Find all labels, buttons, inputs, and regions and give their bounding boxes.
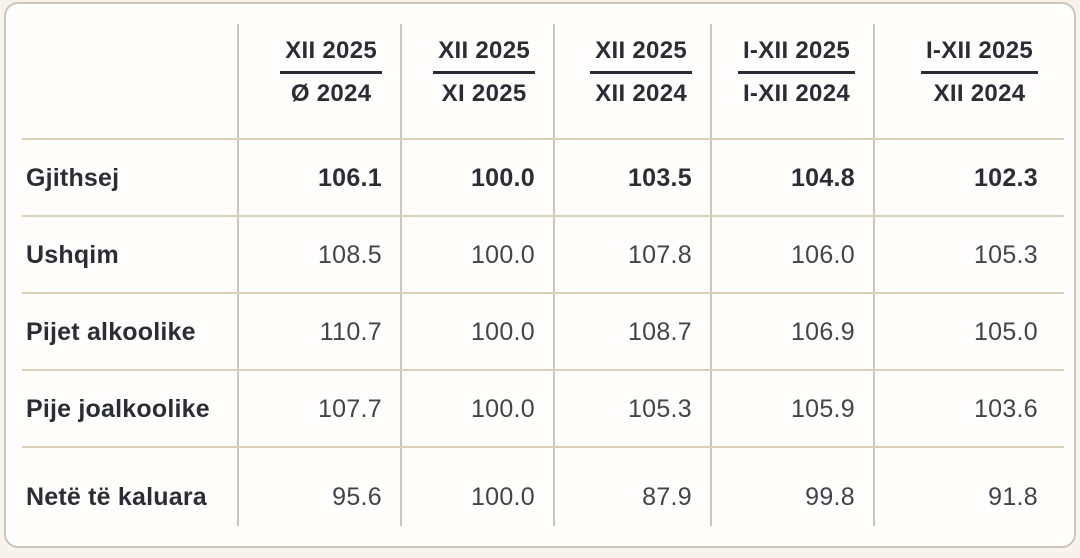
fraction-denominator: Ø 2024	[290, 79, 372, 107]
table-row-ushqim: Ushqim 108.5 100.0 107.8 106.0 105.3	[6, 217, 1074, 294]
index-table-card: XII 2025 Ø 2024 XII 2025 XI 2025 XII 202…	[4, 2, 1076, 548]
fraction-denominator: I-XII 2024	[742, 79, 850, 107]
period-fraction: XII 2025 Ø 2024	[280, 38, 382, 107]
value-cell: 100.0	[470, 318, 535, 346]
value-cell: 105.0	[973, 318, 1038, 346]
header-ratio-xii2025-avg2024: XII 2025 Ø 2024	[237, 38, 400, 107]
period-fraction: XII 2025 XI 2025	[433, 38, 535, 107]
fraction-numerator: XII 2025	[433, 38, 535, 74]
value-cell: 106.1	[317, 164, 382, 192]
column-divider	[400, 24, 402, 526]
row-label: Ushqim	[26, 241, 119, 269]
value-cell: 103.5	[627, 164, 692, 192]
value-cell: 106.0	[790, 241, 855, 269]
fraction-numerator: XII 2025	[590, 38, 692, 74]
column-divider	[237, 24, 239, 526]
value-cell: 100.0	[470, 164, 535, 192]
value-cell: 104.8	[790, 164, 855, 192]
value-cell: 107.8	[627, 241, 692, 269]
value-cell: 108.7	[627, 318, 692, 346]
fraction-numerator: XII 2025	[280, 38, 382, 74]
fraction-numerator: I-XII 2025	[737, 38, 855, 74]
fraction-denominator: XII 2024	[933, 79, 1026, 107]
value-cell: 110.7	[319, 318, 382, 346]
value-cell: 105.3	[627, 395, 692, 423]
header-ratio-ixii2025-ixii2024: I-XII 2025 I-XII 2024	[710, 38, 873, 107]
value-cell: 103.6	[973, 395, 1038, 423]
column-divider	[710, 24, 712, 526]
value-cell: 100.0	[470, 241, 535, 269]
value-cell: 105.3	[973, 241, 1038, 269]
table-row-gjithsej: Gjithsej 106.1 100.0 103.5 104.8 102.3	[6, 140, 1074, 217]
value-cell: 102.3	[973, 164, 1038, 192]
value-cell: 95.6	[332, 482, 382, 511]
value-cell: 99.8	[805, 482, 855, 511]
column-divider	[873, 24, 875, 526]
value-cell: 105.9	[790, 395, 855, 423]
column-divider	[553, 24, 555, 526]
header-ratio-xii2025-xi2025: XII 2025 XI 2025	[400, 38, 553, 107]
value-cell: 100.0	[470, 395, 535, 423]
header-ratio-ixii2025-xii2024: I-XII 2025 XII 2024	[873, 38, 1074, 107]
table-header-row: XII 2025 Ø 2024 XII 2025 XI 2025 XII 202…	[6, 4, 1074, 140]
value-cell: 100.0	[470, 482, 535, 511]
value-cell: 108.5	[317, 241, 382, 269]
fraction-denominator: XI 2025	[441, 79, 527, 107]
row-label: Netë të kaluara	[26, 482, 207, 511]
fraction-numerator: I-XII 2025	[920, 38, 1038, 74]
row-label: Pije joalkoolike	[26, 395, 210, 423]
fraction-denominator: XII 2024	[595, 79, 687, 107]
header-ratio-xii2025-xii2024: XII 2025 XII 2024	[553, 38, 710, 107]
period-fraction: I-XII 2025 I-XII 2024	[737, 38, 855, 107]
row-label: Gjithsej	[26, 164, 120, 192]
period-fraction: XII 2025 XII 2024	[590, 38, 692, 107]
table-row-pije-joalkoolike: Pije joalkoolike 107.7 100.0 105.3 105.9…	[6, 371, 1074, 448]
table-row-nete-te-kaluara: Netë të kaluara 95.6 100.0 87.9 99.8 91.…	[6, 448, 1074, 546]
value-cell: 91.8	[988, 482, 1038, 511]
value-cell: 107.7	[317, 395, 382, 423]
period-fraction: I-XII 2025 XII 2024	[920, 38, 1038, 107]
value-cell: 106.9	[790, 318, 855, 346]
row-label: Pijet alkoolike	[26, 318, 196, 346]
value-cell: 87.9	[642, 482, 692, 511]
table-row-pijet-alkoolike: Pijet alkoolike 110.7 100.0 108.7 106.9 …	[6, 294, 1074, 371]
